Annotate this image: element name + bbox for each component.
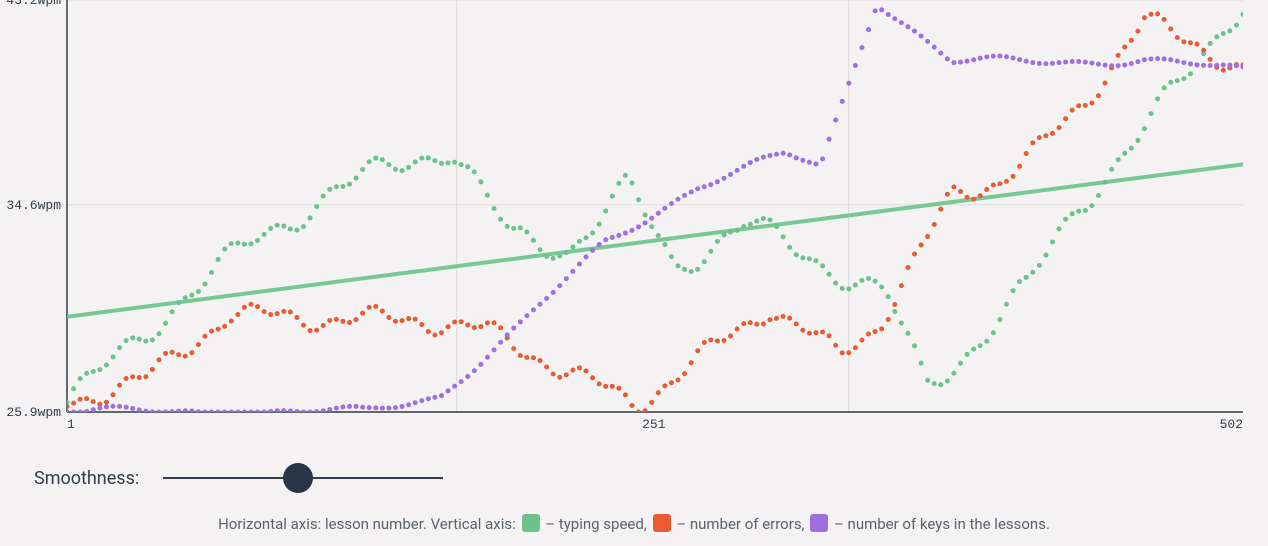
svg-text:1: 1 — [67, 417, 75, 432]
chart-svg: 25.9wpm 34.6wpm 43.2wpm 1 251 502 — [0, 0, 1268, 432]
svg-text:34.6wpm: 34.6wpm — [6, 198, 61, 213]
progress-chart: 25.9wpm 34.6wpm 43.2wpm 1 251 502 — [0, 0, 1268, 432]
legend-item-text: – number of errors, — [676, 515, 804, 533]
slider-thumb[interactable] — [283, 463, 313, 493]
svg-text:25.9wpm: 25.9wpm — [6, 405, 61, 420]
legend-item-text: – number of keys in the lessons. — [834, 515, 1050, 533]
smoothness-control-row: Smoothness: — [34, 460, 443, 496]
legend-swatch — [810, 514, 828, 532]
legend-swatch — [653, 514, 671, 532]
smoothness-slider[interactable] — [163, 460, 443, 496]
legend-swatch — [522, 514, 540, 532]
svg-text:251: 251 — [642, 417, 666, 432]
svg-text:43.2wpm: 43.2wpm — [6, 0, 61, 8]
svg-text:502: 502 — [1220, 417, 1243, 432]
chart-legend: Horizontal axis: lesson number. Vertical… — [0, 514, 1268, 533]
smoothness-label: Smoothness: — [34, 468, 139, 489]
legend-item-text: – typing speed, — [545, 515, 647, 533]
legend-prefix: Horizontal axis: lesson number. Vertical… — [218, 515, 516, 533]
